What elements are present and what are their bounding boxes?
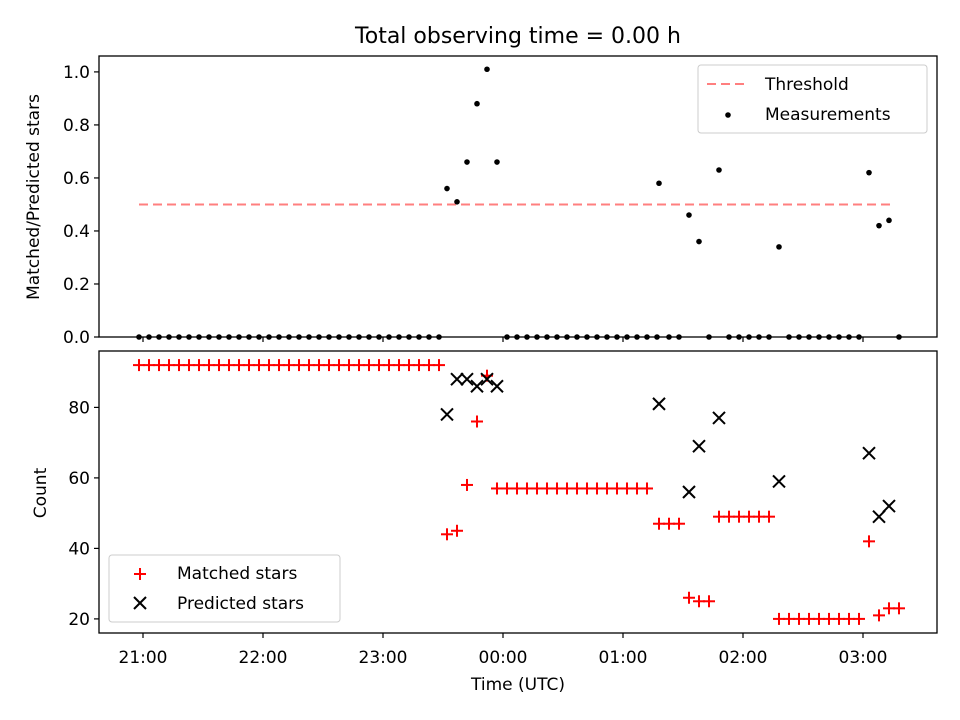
bottom-y-axis-label: Count bbox=[31, 467, 51, 518]
x-tick-label: 03:00 bbox=[839, 648, 888, 668]
bottom-panel: Count 20 40 60 80 21:00 22:00 23:00 00:00 01:00… bbox=[31, 350, 938, 668]
matched-star-marker bbox=[763, 510, 775, 523]
x-tick-label: 22:00 bbox=[239, 648, 288, 668]
bottom-y-ticks: 20 40 60 80 bbox=[68, 398, 99, 630]
predicted-star-marker bbox=[712, 411, 726, 425]
predicted-star-marker bbox=[470, 379, 484, 393]
matched-star-marker bbox=[471, 415, 483, 428]
measurements-legend-swatch bbox=[725, 112, 731, 118]
bottom-y-tick-label: 60 bbox=[68, 469, 90, 489]
x-tick-label: 01:00 bbox=[599, 648, 648, 668]
matched-star-marker bbox=[441, 528, 453, 541]
bottom-y-tick-label: 80 bbox=[68, 398, 90, 418]
top-y-tick-label: 0.8 bbox=[63, 116, 90, 136]
top-y-axis-label: Matched/Predicted stars bbox=[24, 94, 44, 300]
x-axis-label: Time (UTC) bbox=[470, 675, 565, 695]
top-y-tick-label: 0.2 bbox=[63, 275, 90, 295]
matched-star-marker bbox=[873, 609, 885, 622]
predicted-star-marker bbox=[480, 372, 494, 386]
top-legend: Threshold Measurements bbox=[697, 64, 928, 134]
chart-title: Total observing time = 0.00 h bbox=[354, 24, 681, 49]
matched-stars-points bbox=[133, 359, 905, 625]
top-y-tick-label: 1.0 bbox=[63, 63, 90, 83]
matched-star-marker bbox=[683, 591, 695, 604]
top-y-tick-label: 0.0 bbox=[63, 328, 90, 348]
bottom-y-tick-label: 20 bbox=[68, 610, 90, 630]
bottom-plot-frame bbox=[98, 350, 938, 634]
predicted-star-marker bbox=[882, 499, 896, 513]
matched-stars-legend-swatch bbox=[134, 568, 146, 580]
measurement-point bbox=[776, 244, 782, 250]
bottom-y-tick-label: 40 bbox=[68, 539, 90, 559]
top-legend-box bbox=[697, 64, 928, 134]
x-tick-label: 21:00 bbox=[119, 648, 168, 668]
x-tick-label: 23:00 bbox=[359, 648, 408, 668]
bottom-legend-box bbox=[108, 554, 341, 623]
matched-star-marker bbox=[673, 517, 685, 530]
measurement-point bbox=[876, 222, 882, 229]
predicted-stars-legend-swatch bbox=[133, 596, 147, 610]
top-panel: Matched/Predicted stars 0.0 0.2 0.4 0.6 0.8 1… bbox=[24, 55, 938, 348]
measurement-point bbox=[886, 217, 892, 224]
top-plot-frame bbox=[98, 55, 938, 338]
matched-star-marker bbox=[451, 524, 463, 537]
measurement-point bbox=[656, 180, 662, 187]
measurement-point bbox=[866, 169, 872, 176]
measurement-point bbox=[686, 212, 692, 218]
top-y-ticks: 0.0 0.2 0.4 0.6 0.8 1.0 bbox=[63, 63, 99, 348]
matched-star-marker bbox=[641, 482, 653, 495]
matched-star-marker bbox=[863, 535, 875, 548]
x-tick-label: 00:00 bbox=[479, 648, 528, 668]
predicted-star-marker bbox=[862, 446, 876, 460]
measurement-point bbox=[696, 238, 702, 245]
predicted-star-marker bbox=[772, 474, 786, 489]
predicted-star-marker bbox=[652, 397, 666, 411]
measurement-point bbox=[716, 167, 722, 173]
measurement-point bbox=[444, 185, 450, 192]
top-y-tick-label: 0.6 bbox=[63, 169, 90, 189]
measurements-legend-label: Measurements bbox=[765, 105, 891, 125]
predicted-star-marker bbox=[440, 407, 454, 422]
measurement-point bbox=[494, 159, 500, 165]
predicted-star-marker bbox=[450, 372, 464, 386]
measurement-point bbox=[464, 159, 470, 165]
matched-star-marker bbox=[433, 359, 445, 372]
measurement-point bbox=[454, 199, 460, 205]
measurement-point bbox=[484, 66, 490, 73]
top-x-ticks bbox=[142, 337, 864, 342]
top-y-tick-label: 0.4 bbox=[63, 222, 90, 242]
measurement-point bbox=[474, 100, 480, 107]
predicted-star-marker bbox=[692, 439, 706, 453]
predicted-star-marker bbox=[682, 485, 696, 499]
matched-star-marker bbox=[461, 478, 473, 491]
x-tick-label: 02:00 bbox=[719, 648, 768, 668]
matched-stars-legend-label: Matched stars bbox=[177, 564, 297, 584]
predicted-star-marker bbox=[872, 509, 886, 524]
predicted-star-marker bbox=[490, 379, 504, 393]
threshold-legend-label: Threshold bbox=[764, 75, 849, 95]
matched-star-marker bbox=[893, 602, 905, 615]
predicted-stars-legend-label: Predicted stars bbox=[177, 594, 304, 614]
bottom-legend: Matched stars Predicted stars bbox=[108, 554, 341, 623]
matched-star-marker bbox=[703, 595, 715, 608]
matched-star-marker bbox=[853, 612, 865, 625]
predicted-stars-points bbox=[440, 372, 896, 524]
predicted-star-marker bbox=[460, 372, 474, 386]
bottom-x-ticks: 21:00 22:00 23:00 00:00 01:00 02:00 03:00 bbox=[119, 633, 888, 668]
